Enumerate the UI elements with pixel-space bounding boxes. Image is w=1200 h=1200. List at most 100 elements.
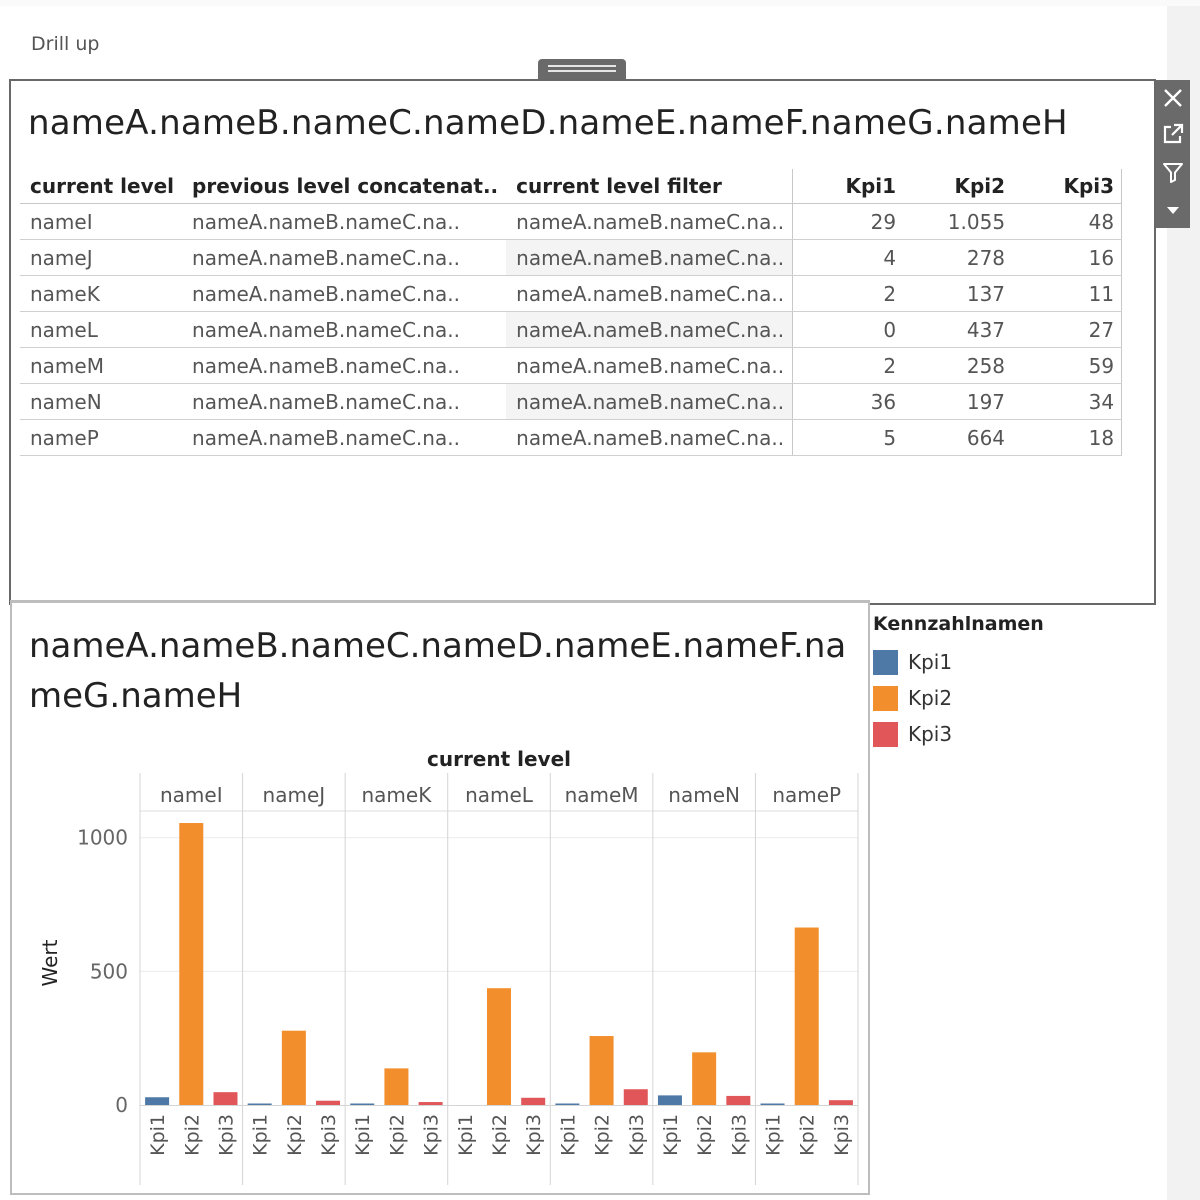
x-tick-label: Kpi3 [421,1114,443,1156]
cell-current-level[interactable]: nameK [20,275,183,312]
legend-swatch [873,685,898,711]
cell-level-filter[interactable]: nameA.nameB.nameC.na.. [506,239,794,276]
x-tick-label: Kpi3 [523,1114,545,1156]
x-tick-label: Kpi1 [557,1114,579,1156]
bar-kpi3-namei [213,1092,238,1105]
table-row[interactable]: nameK nameA.nameB.nameC.na.. nameA.nameB… [20,275,1123,312]
cell-kpi2[interactable]: 664 [903,419,1013,456]
table-row[interactable]: nameP nameA.nameB.nameC.na.. nameA.nameB… [20,419,1123,456]
table-row[interactable]: nameJ nameA.nameB.nameC.na.. nameA.nameB… [20,239,1123,276]
legend-swatch [873,721,898,747]
cell-level-filter[interactable]: nameA.nameB.nameC.na.. [506,275,794,312]
cell-current-level[interactable]: nameJ [20,239,183,276]
cell-previous-level[interactable]: nameA.nameB.nameC.na.. [182,275,507,312]
cell-kpi3[interactable]: 34 [1012,383,1123,420]
column-header[interactable]: Kpi1 [792,169,904,204]
table-row[interactable]: nameL nameA.nameB.nameC.na.. nameA.nameB… [20,311,1123,348]
bar-kpi1-namem [555,1103,580,1105]
bar-chart[interactable]: current level 0 500 1000 Wert nameI Kpi1 Kpi2 Kp… [12,603,868,1193]
column-header[interactable]: Kpi3 [1012,169,1123,204]
cell-level-filter[interactable]: nameA.nameB.nameC.na.. [506,311,794,348]
cell-previous-level[interactable]: nameA.nameB.nameC.na.. [182,347,507,384]
table-row[interactable]: nameN nameA.nameB.nameC.na.. nameA.nameB… [20,383,1123,420]
legend-label: Kpi1 [908,650,953,674]
column-header[interactable]: previous level concatenat.. [182,169,507,204]
legend-swatch [873,649,898,675]
category-header: nameN [668,783,740,807]
category-header: nameM [565,783,639,807]
cell-kpi1[interactable]: 29 [792,203,904,240]
cell-kpi1[interactable]: 5 [792,419,904,456]
bar-kpi2-namel [487,988,511,1105]
bar-kpi2-namek [384,1068,409,1105]
x-tick-label: Kpi2 [797,1114,819,1156]
y-tick-label: 1000 [77,826,128,850]
cell-current-level[interactable]: nameL [20,311,183,348]
cell-previous-level[interactable]: nameA.nameB.nameC.na.. [182,383,507,420]
x-tick-label: Kpi3 [626,1114,648,1156]
drag-handle[interactable] [538,59,626,79]
bar-kpi2-namen [692,1052,717,1105]
column-header[interactable]: current level [20,169,183,204]
column-header-title: current level [427,747,571,771]
table-row[interactable]: nameM nameA.nameB.nameC.na.. nameA.nameB… [20,347,1123,384]
table-title: nameA.nameB.nameC.nameD.nameE.nameF.name… [28,103,1068,143]
x-tick-label: Kpi1 [250,1114,272,1156]
cell-previous-level[interactable]: nameA.nameB.nameC.na.. [182,419,507,456]
cell-kpi3[interactable]: 11 [1012,275,1123,312]
legend-title: Kennzahlnamen [873,613,1044,635]
kpi-table: current level previous level concatenat.… [20,169,1123,456]
cell-kpi1[interactable]: 4 [792,239,904,276]
cell-kpi2[interactable]: 278 [903,239,1013,276]
cell-kpi3[interactable]: 59 [1012,347,1123,384]
cell-kpi3[interactable]: 16 [1012,239,1123,276]
table-row[interactable]: nameI nameA.nameB.nameC.na.. nameA.nameB… [20,203,1123,240]
dropdown-arrow-icon[interactable] [1161,198,1185,222]
column-header[interactable]: Kpi2 [903,169,1013,204]
cell-level-filter[interactable]: nameA.nameB.nameC.na.. [506,347,794,384]
open-external-icon[interactable] [1161,122,1185,146]
cell-kpi2[interactable]: 1.055 [903,203,1013,240]
drill-up-button[interactable]: Drill up [31,33,100,55]
cell-kpi2[interactable]: 197 [903,383,1013,420]
cell-previous-level[interactable]: nameA.nameB.nameC.na.. [182,203,507,240]
chart-worksheet[interactable]: nameA.nameB.nameC.nameD.nameE.nameF.name… [10,600,870,1195]
cell-level-filter[interactable]: nameA.nameB.nameC.na.. [506,203,794,240]
column-header[interactable]: current level filter [506,169,794,204]
cell-kpi2[interactable]: 258 [903,347,1013,384]
legend: Kennzahlnamen Kpi1 Kpi2 Kpi3 [873,613,1044,752]
cell-previous-level[interactable]: nameA.nameB.nameC.na.. [182,311,507,348]
bar-kpi1-namek [350,1103,375,1105]
cell-previous-level[interactable]: nameA.nameB.nameC.na.. [182,239,507,276]
cell-kpi1[interactable]: 0 [792,311,904,348]
bar-kpi3-namen [726,1095,751,1105]
x-tick-label: Kpi2 [181,1114,203,1156]
legend-item-kpi3[interactable]: Kpi3 [873,716,1044,752]
close-icon[interactable] [1161,86,1185,110]
cell-kpi1[interactable]: 2 [792,347,904,384]
y-axis-label: Wert [38,939,62,986]
cell-kpi3[interactable]: 18 [1012,419,1123,456]
legend-item-kpi2[interactable]: Kpi2 [873,680,1044,716]
cell-kpi1[interactable]: 2 [792,275,904,312]
legend-item-kpi1[interactable]: Kpi1 [873,644,1044,680]
cell-level-filter[interactable]: nameA.nameB.nameC.na.. [506,419,794,456]
cell-kpi2[interactable]: 137 [903,275,1013,312]
table-worksheet[interactable]: nameA.nameB.nameC.nameD.nameE.nameF.name… [9,79,1156,605]
cell-current-level[interactable]: nameI [20,203,183,240]
bar-kpi2-namei [179,823,204,1105]
legend-label: Kpi2 [908,686,953,710]
cell-kpi3[interactable]: 27 [1012,311,1123,348]
x-tick-label: Kpi3 [215,1114,237,1156]
x-tick-label: Kpi1 [147,1114,169,1156]
cell-kpi1[interactable]: 36 [792,383,904,420]
filter-icon[interactable] [1161,160,1185,184]
cell-level-filter[interactable]: nameA.nameB.nameC.na.. [506,383,794,420]
cell-kpi3[interactable]: 48 [1012,203,1123,240]
cell-current-level[interactable]: nameN [20,383,183,420]
cell-current-level[interactable]: nameP [20,419,183,456]
bar-kpi3-namep [828,1100,853,1105]
cell-kpi2[interactable]: 437 [903,311,1013,348]
top-strip [0,0,1200,6]
cell-current-level[interactable]: nameM [20,347,183,384]
